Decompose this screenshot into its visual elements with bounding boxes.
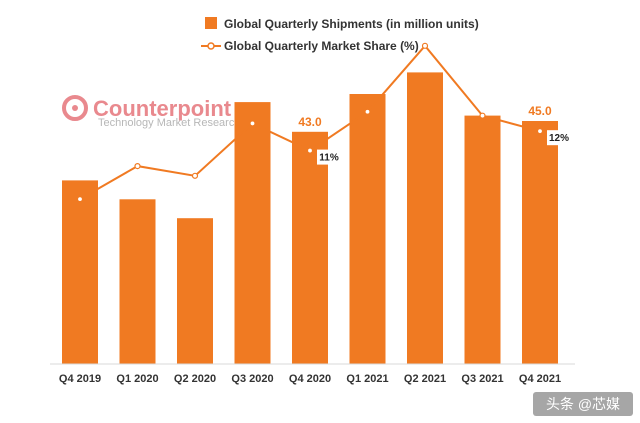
bar-5 xyxy=(349,94,386,364)
bar-data-label: 45.0 xyxy=(528,104,552,118)
x-tick-label: Q2 2021 xyxy=(404,373,446,385)
x-tick-label: Q1 2020 xyxy=(116,373,158,385)
counterpoint-logo-icon xyxy=(62,95,88,121)
line-series xyxy=(76,42,544,203)
share-point-7 xyxy=(479,112,486,119)
counterpoint-logo: Counterpoint Technology Market Research xyxy=(62,95,240,129)
bar-0 xyxy=(62,180,98,364)
x-tick-label: Q1 2021 xyxy=(346,373,388,385)
bar-8 xyxy=(522,121,558,364)
bar-3 xyxy=(234,102,271,364)
watermark-text: 头条 @芯媒 xyxy=(546,396,620,412)
share-point-4 xyxy=(306,147,314,154)
share-point-3 xyxy=(249,120,256,127)
legend-bar-label: Global Quarterly Shipments (in million u… xyxy=(224,17,479,31)
bar-1 xyxy=(119,199,156,364)
bar-2 xyxy=(177,218,213,364)
share-point-0 xyxy=(76,195,84,203)
bar-7 xyxy=(464,115,501,364)
bar-6 xyxy=(407,72,443,365)
counterpoint-logo-dot-icon xyxy=(72,105,78,111)
bar-data-label: 43.0 xyxy=(298,115,322,129)
legend-bar-swatch xyxy=(205,17,217,29)
watermark: 头条 @芯媒 xyxy=(533,392,633,416)
share-label-bg xyxy=(547,130,571,146)
x-axis-ticks: Q4 2019 Q1 2020 Q2 2020 Q3 2020 Q4 2020 Q1 20… xyxy=(59,373,561,385)
share-data-label: 12% xyxy=(549,133,569,144)
x-tick-label: Q3 2021 xyxy=(461,373,503,385)
share-label-bg xyxy=(317,149,341,165)
x-tick-label: Q4 2021 xyxy=(519,373,561,385)
legend-line-label: Global Quarterly Market Share (%) xyxy=(224,39,419,53)
share-point-8 xyxy=(536,128,544,135)
legend-line-marker xyxy=(207,42,215,50)
bar-series xyxy=(62,72,558,365)
x-tick-label: Q4 2019 xyxy=(59,373,101,385)
watermark-bg xyxy=(533,392,633,416)
legend: Global Quarterly Shipments (in million u… xyxy=(201,17,479,53)
share-data-label: 11% xyxy=(319,153,339,164)
logo-name: Counterpoint xyxy=(93,96,232,121)
x-tick-label: Q3 2020 xyxy=(231,373,273,385)
share-point-5 xyxy=(364,108,371,115)
logo-tagline: Technology Market Research xyxy=(98,117,240,129)
data-labels: 43.0 45.0 11% 12% xyxy=(298,104,571,165)
x-tick-label: Q4 2020 xyxy=(289,373,331,385)
share-point-6 xyxy=(421,42,429,49)
share-point-2 xyxy=(191,172,199,179)
x-tick-label: Q2 2020 xyxy=(174,373,216,385)
bar-4 xyxy=(292,131,328,364)
share-point-1 xyxy=(134,163,141,170)
